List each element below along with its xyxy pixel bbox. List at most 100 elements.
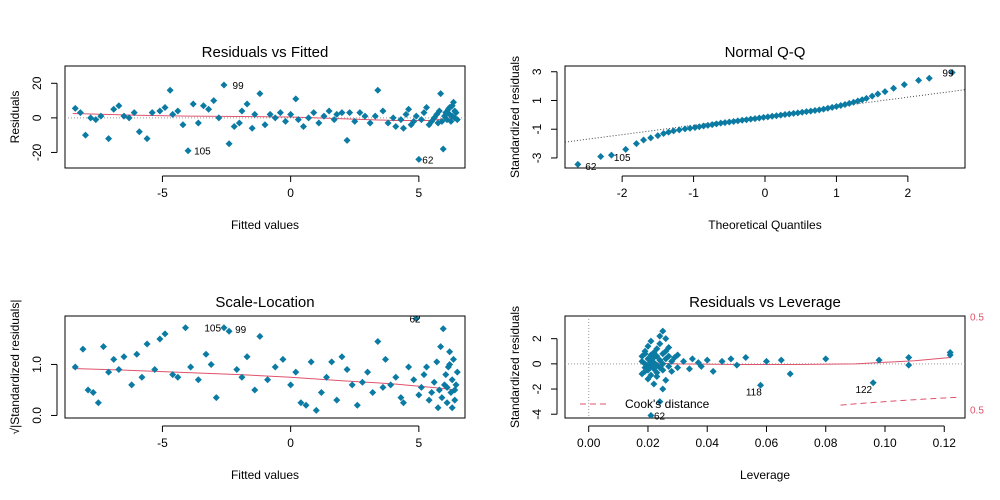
data-point [94,399,102,407]
point-label: 105 [204,324,221,335]
data-point [777,356,785,364]
data-point [382,355,390,363]
y-tick-label: 1.0 [30,356,44,373]
data-point [704,121,712,129]
data-point [650,380,658,388]
data-point [243,100,251,108]
data-point [256,90,264,98]
data-point [708,121,716,129]
chart-title: Residuals vs Fitted [202,44,329,61]
data-point [738,116,746,124]
data-point [194,119,202,127]
data-point [449,355,457,363]
data-point [453,116,461,124]
data-point [697,362,705,370]
x-axis-label: Theoretical Quantiles [708,218,821,232]
data-point [423,363,431,371]
data-point [71,104,79,112]
data-point [264,376,272,384]
data-point [721,119,729,127]
data-point [199,102,207,110]
data-point [251,386,259,394]
x-tick-label: -5 [157,436,168,450]
data-point [417,116,425,124]
data-point [597,153,605,161]
data-point [215,114,223,122]
data-point [399,124,407,132]
data-point [425,396,433,404]
data-point [115,102,123,110]
data-point [760,113,768,121]
data-point [138,373,146,381]
cooks-distance-label: 0.5 [970,405,984,416]
plot-area [71,316,461,414]
data-point [174,107,182,115]
data-point [210,97,218,105]
x-tick-label: 0.00 [577,436,601,450]
data-point [115,366,123,374]
plot-frame [64,65,466,169]
panel-2: Normal Q-Q Theoretical Quantiles Standardi… [508,44,966,232]
data-point [317,389,325,396]
data-point [187,363,195,371]
data-point [351,117,359,125]
y-axis-label: Standardized residuals [508,306,522,428]
data-point [447,117,455,125]
y-tick-label: -20 [30,143,44,161]
data-point [174,373,182,381]
data-point [89,389,97,396]
data-point [238,373,246,381]
data-point [148,109,156,117]
data-point [312,406,320,414]
data-point [730,117,738,125]
point-label: 122 [855,385,872,396]
data-point [452,381,460,389]
data-point [727,355,735,363]
y-tick-label: -1 [530,124,544,135]
data-point [717,119,725,127]
y-tick-label: 2 [530,335,544,342]
data-point [358,378,366,386]
smoother-line [642,357,951,365]
plot-area [65,81,465,163]
data-point [384,119,392,127]
chart-title: Residuals vs Leverage [689,294,841,311]
data-point [410,376,418,384]
data-point [751,115,759,123]
data-point [276,109,284,117]
panel-4: Residuals vs Leverage Leverage Standardize… [508,294,984,482]
data-point [640,136,648,144]
x-tick-label: -2 [617,186,628,200]
data-point [348,381,356,389]
data-point [449,98,457,106]
chart-title: Scale-Location [215,294,314,311]
y-axis-label: Residuals [8,91,22,144]
data-point [205,105,213,113]
data-point [325,107,333,115]
data-point [862,94,870,102]
data-point [772,112,780,120]
x-tick-label: 0.04 [696,436,720,450]
data-point [235,119,243,127]
data-point [338,109,346,117]
data-point [302,401,310,409]
data-point [353,401,361,409]
point-label: 99 [233,81,245,92]
data-point [392,123,400,131]
cooks-distance-curve [840,396,960,406]
data-point [292,95,300,103]
data-point [338,353,346,361]
data-point [755,114,763,122]
cooks-distance-label: 0.5 [970,312,984,323]
data-point [287,110,295,118]
data-point [905,361,913,369]
data-point [446,348,454,356]
x-tick-label: 0 [287,436,294,450]
data-point [448,376,456,384]
data-point [379,383,387,391]
data-point [156,107,164,115]
data-point [110,355,118,363]
data-point [448,404,456,412]
point-label: 118 [746,388,762,399]
